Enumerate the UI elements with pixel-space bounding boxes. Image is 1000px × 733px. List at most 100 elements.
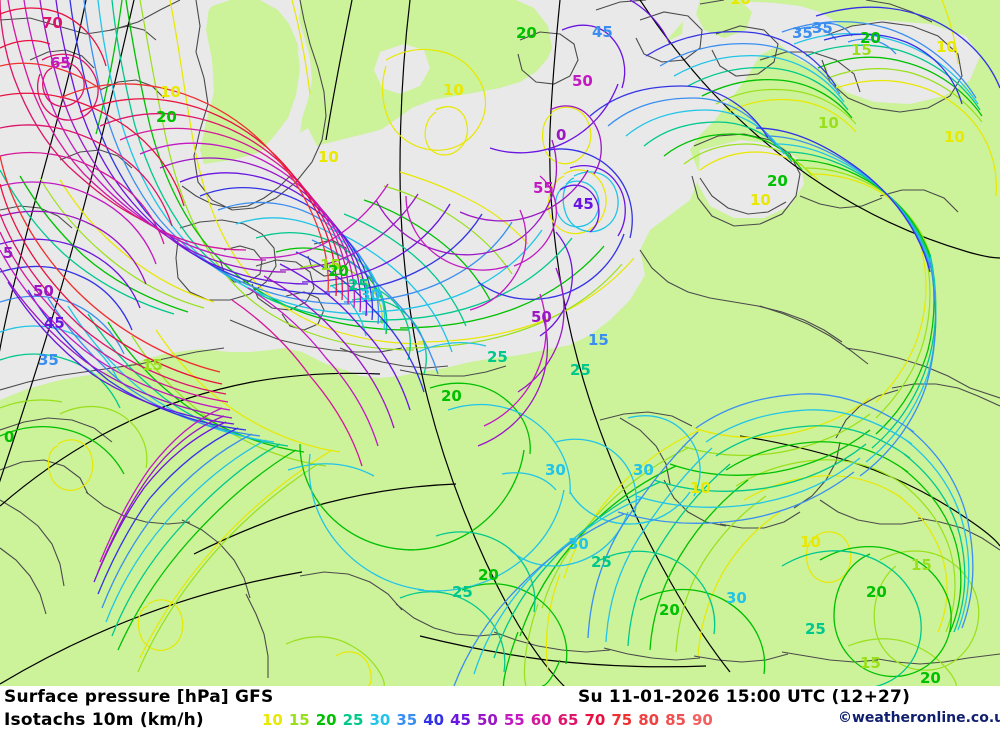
contour-label-20-38: 20 (866, 583, 887, 601)
isotach-legend-scale[interactable]: 10 15 20 25 30 35 40 45 50 55 60 65 70 75 80 85 90 (262, 710, 719, 730)
legend-value-75[interactable]: 75 (611, 711, 633, 729)
contour-label-65-1: 65 (50, 54, 71, 72)
legend-value-60[interactable]: 60 (530, 711, 552, 729)
contour-label-50-4: 50 (33, 282, 54, 300)
contour-label-10-46: 10 (818, 114, 839, 132)
contour-label-35-41: 35 (792, 24, 813, 42)
contour-label-45-17: 45 (592, 23, 613, 41)
legend-value-70[interactable]: 70 (584, 711, 606, 729)
coastline-layer (0, 0, 1000, 678)
contour-label-15-23: 15 (588, 331, 609, 349)
contour-label-20-3: 20 (156, 108, 177, 126)
contour-label-15-10: 15 (320, 256, 341, 274)
contour-label-0-8: 0 (4, 428, 14, 446)
contour-label-35-6: 35 (38, 351, 59, 369)
contour-label-20-11: 20 (328, 262, 349, 280)
contour-label-25-25: 25 (570, 361, 591, 379)
contour-label-25-35: 25 (805, 620, 826, 638)
isotach-65-layer (0, 0, 343, 395)
land-baltic-north (298, 0, 556, 155)
map-canvas[interactable]: 70 65 10 20 50 45 35 5 0 15 15 20 25 30 10 10 20 45 50 0 55 4… (0, 0, 1000, 686)
contour-label-50-18: 50 (572, 72, 593, 90)
sea-skagerrak (190, 128, 318, 222)
legend-value-10[interactable]: 10 (262, 711, 283, 729)
footer-title-isotachs: Isotachs 10m (km/h) (4, 710, 204, 730)
contour-label-10-49: 10 (936, 38, 957, 56)
legend-value-50[interactable]: 50 (477, 711, 498, 729)
isotach-70-layer (0, 7, 337, 385)
isotach-40-layer (0, 0, 1000, 595)
contour-label-10-51: 10 (730, 0, 751, 8)
contour-label-10-2: 10 (160, 83, 181, 101)
contour-label-25-30: 25 (591, 553, 612, 571)
contour-label-50-22: 50 (531, 308, 552, 326)
legend-value-80[interactable]: 80 (638, 711, 660, 729)
legend-value-35[interactable]: 35 (396, 711, 418, 729)
land-island-g (696, 0, 752, 38)
legend-value-15[interactable]: 15 (288, 711, 310, 729)
contour-label-25-24: 25 (487, 348, 508, 366)
contour-label-20-26: 20 (441, 387, 462, 405)
legend-value-40[interactable]: 40 (423, 711, 445, 729)
isotach-30-layer (0, 0, 979, 675)
contour-label-15-44: 15 (851, 41, 872, 59)
contour-label-30-34: 30 (726, 589, 747, 607)
isotach-75-layer (0, 62, 329, 373)
contour-label-20-47: 20 (767, 172, 788, 190)
contour-label-35-42: 35 (812, 19, 833, 37)
legend-value-45[interactable]: 45 (450, 711, 471, 729)
contour-label-45-21: 45 (573, 195, 594, 213)
contour-label-20-33: 20 (659, 601, 680, 619)
contour-label-10-45: 10 (944, 128, 965, 146)
contour-label-15-9: 15 (142, 356, 163, 374)
legend-value-20[interactable]: 20 (315, 711, 337, 729)
contour-label-15-37: 15 (911, 556, 932, 574)
contour-label-30-28: 30 (633, 461, 654, 479)
contour-label-20-43: 20 (860, 29, 881, 47)
contour-label-20-16: 20 (516, 24, 537, 42)
legend-value-65[interactable]: 65 (557, 711, 579, 729)
contour-label-10-15: 10 (443, 81, 464, 99)
contour-label-15-39: 15 (860, 654, 881, 672)
contour-label-20-31: 20 (478, 566, 499, 584)
contour-label-25-32: 25 (452, 583, 473, 601)
isotach-55-layer (0, 0, 558, 563)
contour-label-30-13: 30 (360, 286, 381, 304)
contour-label-70-0: 70 (42, 14, 63, 32)
contour-label-10-14: 10 (318, 148, 339, 166)
legend-value-90[interactable]: 90 (692, 711, 713, 729)
contour-label-20-40: 20 (920, 669, 941, 686)
contour-label-55-20: 55 (533, 179, 554, 197)
isotach-35-layer (0, 0, 977, 686)
legend-value-25[interactable]: 25 (342, 711, 364, 729)
isotach-25-layer (0, 0, 981, 686)
sea-gulf-riga (698, 140, 804, 218)
footer-credit: ©weatheronline.co.uk (838, 710, 1000, 726)
footer-title-surface-pressure: Surface pressure [hPa] GFS (4, 687, 274, 707)
sea-belt (230, 292, 318, 348)
contour-label-5-7: 5 (3, 244, 13, 262)
isotach-60-layer (0, 0, 363, 467)
sea-patch-2 (300, 118, 440, 182)
land-scandinavia-west (196, 0, 300, 172)
legend-value-55[interactable]: 55 (503, 711, 525, 729)
contour-label-30-29: 30 (568, 535, 589, 553)
contour-label-10-50: 10 (690, 479, 711, 497)
contour-label-10-48: 10 (750, 191, 771, 209)
contour-label-45-5: 45 (44, 314, 65, 332)
contour-label-30-27: 30 (545, 461, 566, 479)
footer-datetime: Su 11-01-2026 15:00 UTC (12+27) (578, 687, 911, 707)
isotach-15-layer (0, 0, 983, 686)
sea-patch-3 (468, 150, 556, 218)
contour-label-10-36: 10 (800, 533, 821, 551)
contour-label-25-12: 25 (348, 276, 369, 294)
legend-value-85[interactable]: 85 (665, 711, 686, 729)
legend-value-30[interactable]: 30 (369, 711, 391, 729)
map-footer: Surface pressure [hPa] GFS Isotachs 10m … (0, 686, 1000, 733)
isotach-45-layer (0, 0, 671, 583)
sea-patch-1 (374, 44, 430, 94)
contour-label-0-19: 0 (556, 126, 566, 144)
